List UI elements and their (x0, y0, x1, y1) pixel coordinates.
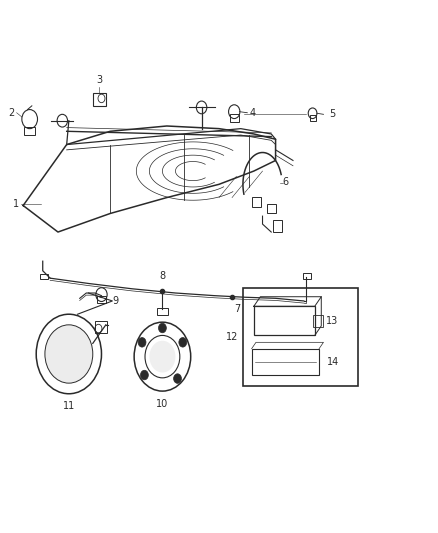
Bar (97, 296, 106, 303)
Circle shape (141, 370, 148, 380)
Bar (230, 114, 239, 122)
Circle shape (149, 341, 176, 373)
Circle shape (45, 325, 93, 383)
Bar (157, 308, 168, 316)
Text: 12: 12 (226, 332, 239, 342)
Bar (252, 197, 261, 207)
Text: 8: 8 (159, 271, 166, 281)
Bar (25, 127, 35, 135)
Bar (310, 115, 316, 121)
Bar (313, 315, 323, 327)
Circle shape (159, 323, 166, 333)
Text: 6: 6 (282, 176, 288, 187)
Text: 1: 1 (13, 199, 19, 209)
Text: 7: 7 (234, 304, 240, 313)
Bar (303, 273, 311, 279)
Bar (93, 93, 106, 106)
Bar (40, 274, 47, 279)
Circle shape (173, 374, 181, 383)
Circle shape (179, 337, 187, 347)
Circle shape (138, 337, 146, 347)
Text: 11: 11 (63, 401, 75, 410)
Text: 14: 14 (327, 357, 339, 367)
Text: 2: 2 (8, 108, 14, 118)
Bar (273, 220, 282, 232)
Text: 3: 3 (96, 75, 102, 85)
Text: 10: 10 (156, 399, 169, 409)
Text: 5: 5 (329, 109, 336, 119)
Text: 4: 4 (250, 108, 256, 118)
Bar (267, 204, 276, 214)
Bar (95, 321, 107, 333)
Bar (252, 349, 319, 375)
Text: 13: 13 (325, 316, 338, 326)
Bar (243, 288, 358, 386)
Bar (254, 306, 315, 335)
Text: 9: 9 (113, 296, 119, 306)
